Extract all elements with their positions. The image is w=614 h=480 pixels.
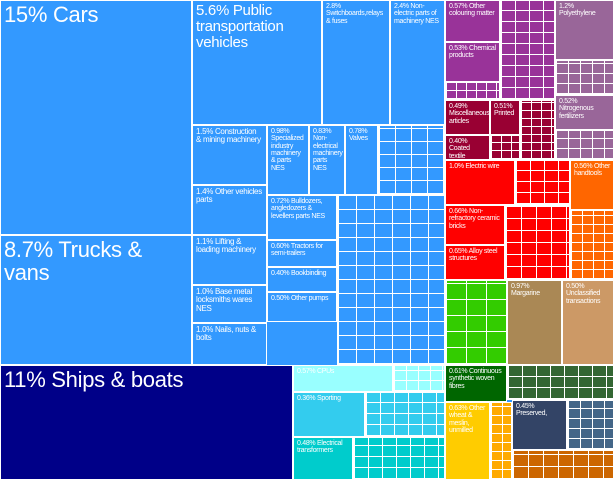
minor-cells bbox=[445, 280, 507, 365]
tile: 1.0% Nails, nuts & bolts bbox=[192, 323, 267, 365]
tile-label: 1.0% Electric wire bbox=[449, 163, 500, 170]
tile-label: 0.63% Other wheat & meslin, unmilled bbox=[449, 405, 485, 435]
minor-cells bbox=[505, 205, 570, 280]
tile: 0.72% Bulldozers, angledozers & leveller… bbox=[267, 195, 337, 240]
minor-cells bbox=[378, 125, 445, 195]
minor-cells bbox=[365, 392, 445, 437]
tile: 0.98% Specialized industry machinery & p… bbox=[267, 125, 309, 195]
tile-label: 0.50% Other pumps bbox=[271, 295, 329, 302]
tile-label: 0.53% Chemical products bbox=[449, 45, 496, 60]
tile-label: 0.57% Other colouring matter bbox=[449, 3, 495, 18]
tile: 2.4% Non-electric parts of machinery NES bbox=[390, 0, 445, 125]
tile-label: 15% Cars bbox=[4, 2, 99, 27]
tile-label: 0.56% Other handtools bbox=[574, 163, 610, 178]
tile-label: 0.48% Electrical transformers bbox=[297, 440, 343, 455]
tile: 1.4% Other vehicles parts bbox=[192, 185, 267, 235]
tile: 1.5% Construction & mining machinery bbox=[192, 125, 267, 185]
tile: 8.7% Trucks & vans bbox=[0, 235, 192, 365]
tile: 2.8% Switchboards,relays & fuses bbox=[322, 0, 390, 125]
tile: 0.61% Continuous synthetic woven fibres bbox=[445, 365, 507, 402]
tile: 0.65% Alloy steel structures bbox=[445, 245, 505, 280]
minor-cells bbox=[337, 195, 445, 365]
tile-label: 0.52% Nitrogenous fertilizers bbox=[559, 98, 594, 120]
tile: 0.53% Chemical products bbox=[445, 42, 500, 82]
minor-cells bbox=[393, 365, 445, 392]
tile: 0.49% Miscellaneous articles bbox=[445, 100, 490, 135]
tile: 0.50% Unclassified transactions bbox=[562, 280, 614, 365]
minor-cells bbox=[353, 437, 445, 480]
tile-label: 1.5% Construction & mining machinery bbox=[196, 127, 261, 145]
tile: 1.2% Polyethylene bbox=[555, 0, 614, 60]
tile-label: 0.57% CPUs bbox=[297, 368, 335, 375]
minor-cells bbox=[490, 135, 520, 160]
tile-label: 1.2% Polyethylene bbox=[559, 3, 596, 18]
tile: 0.48% Electrical transformers bbox=[293, 437, 353, 480]
tile-label: 8.7% Trucks & vans bbox=[4, 237, 142, 286]
minor-cells bbox=[445, 82, 500, 100]
tile: 0.36% Sporting bbox=[293, 392, 365, 437]
minor-cells bbox=[490, 402, 512, 480]
tile: 0.63% Other wheat & meslin, unmilled bbox=[445, 402, 490, 480]
tile-label: 2.8% Switchboards,relays & fuses bbox=[326, 3, 383, 25]
tile: 0.57% Other colouring matter bbox=[445, 0, 500, 42]
tile-label: 0.40% Bookbinding bbox=[271, 270, 327, 277]
tile: 1.1% Lifting & loading machinery bbox=[192, 235, 267, 285]
tile-label: 2.4% Non-electric parts of machinery NES bbox=[394, 3, 439, 25]
minor-cells bbox=[567, 400, 614, 450]
tile-label: 0.49% Miscellaneous articles bbox=[449, 103, 490, 125]
minor-cells bbox=[520, 100, 555, 160]
tile: 0.51% Printed bbox=[490, 100, 520, 135]
tile-label: 0.61% Continuous synthetic woven fibres bbox=[449, 368, 502, 390]
minor-cells bbox=[512, 450, 614, 480]
tile-label: 1.0% Base metal locksmiths wares NES bbox=[196, 287, 253, 313]
tile: 0.66% Non-refractory ceramic bricks bbox=[445, 205, 505, 245]
tile: 11% Ships & boats bbox=[0, 365, 293, 480]
tile: 0.60% Tractors for semi-trailers bbox=[267, 240, 337, 267]
minor-cells bbox=[500, 0, 555, 100]
minor-cells bbox=[515, 160, 570, 205]
tile-label: 0.36% Sporting bbox=[297, 395, 341, 402]
tile-label: 1.4% Other vehicles parts bbox=[196, 187, 262, 205]
tile-label: 0.72% Bulldozers, angledozers & leveller… bbox=[271, 198, 325, 220]
tile: 0.97% Margarine bbox=[507, 280, 562, 365]
tile: 1.0% Electric wire bbox=[445, 160, 515, 205]
minor-cells bbox=[555, 60, 614, 95]
tile: 0.52% Nitrogenous fertilizers bbox=[555, 95, 614, 130]
tile-label: 0.83% Non-electrical machinery parts NES bbox=[313, 128, 343, 172]
tile: 0.40% Bookbinding bbox=[267, 267, 337, 292]
minor-cells bbox=[570, 210, 614, 280]
tile: 0.56% Other handtools bbox=[570, 160, 614, 210]
minor-cells bbox=[555, 130, 614, 160]
tile: 0.40% Coated textile bbox=[445, 135, 490, 160]
tile-label: 1.0% Nails, nuts & bolts bbox=[196, 325, 256, 343]
tile-label: 1.1% Lifting & loading machinery bbox=[196, 237, 256, 255]
tile-label: 5.6% Public transportation vehicles bbox=[196, 2, 284, 51]
tile: 15% Cars bbox=[0, 0, 192, 235]
tile: 0.45% Preserved, bbox=[512, 400, 567, 450]
tile-label: 0.51% Printed bbox=[494, 103, 515, 118]
minor-cells bbox=[507, 365, 614, 400]
tile-label: 0.40% Coated textile bbox=[449, 138, 470, 160]
tile: 5.6% Public transportation vehicles bbox=[192, 0, 322, 125]
tile-label: 0.66% Non-refractory ceramic bricks bbox=[449, 208, 500, 230]
tile-label: 11% Ships & boats bbox=[4, 367, 184, 392]
tile: 0.57% CPUs bbox=[293, 365, 393, 392]
tile-label: 0.78% Valves bbox=[349, 128, 368, 143]
tile-label: 0.50% Unclassified transactions bbox=[566, 283, 601, 305]
tile: 0.50% Other pumps bbox=[267, 292, 337, 322]
tile: 0.83% Non-electrical machinery parts NES bbox=[309, 125, 345, 195]
tile-label: 0.97% Margarine bbox=[511, 283, 540, 298]
tile-label: 0.65% Alloy steel structures bbox=[449, 248, 498, 263]
tile: 0.78% Valves bbox=[345, 125, 378, 195]
tile-label: 0.98% Specialized industry machinery & p… bbox=[271, 128, 304, 172]
tile-label: 0.45% Preserved, bbox=[516, 403, 547, 418]
tile-label: 0.60% Tractors for semi-trailers bbox=[271, 243, 323, 258]
tile: 1.0% Base metal locksmiths wares NES bbox=[192, 285, 267, 323]
